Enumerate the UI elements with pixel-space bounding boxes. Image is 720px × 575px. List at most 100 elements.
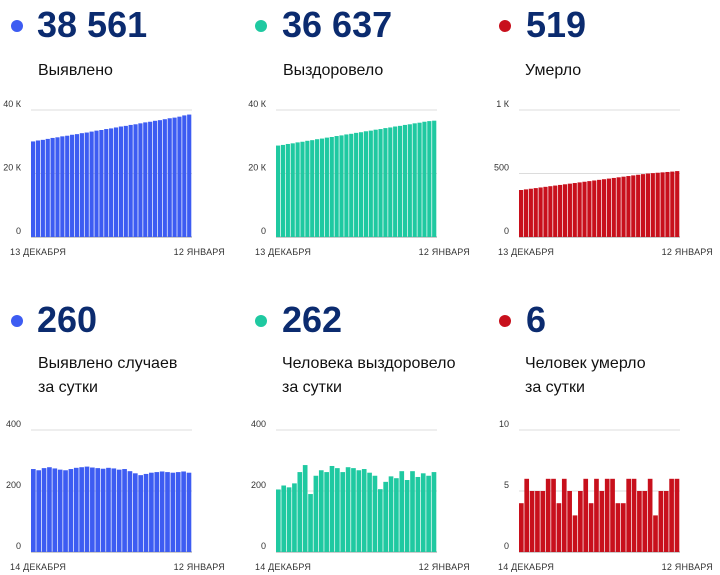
bar	[556, 503, 562, 552]
bar	[84, 132, 89, 237]
metric-label-line-2: за сутки	[525, 379, 585, 396]
bar	[519, 190, 524, 237]
bar	[551, 478, 556, 552]
total-value: 38 561	[37, 4, 148, 45]
bar	[402, 124, 408, 237]
bar	[90, 467, 95, 552]
bar-chart: 0 20 К 40 К 13 ДЕКАБРЯ 12 ЯНВАРЯ	[3, 99, 225, 257]
series-dot-icon	[499, 315, 511, 327]
bar	[583, 478, 589, 552]
bar	[616, 177, 621, 237]
bar	[113, 127, 119, 237]
x-start-label: 14 ДЕКАБРЯ	[498, 562, 554, 572]
daily-value: 262	[282, 299, 343, 340]
total-value: 36 637	[282, 4, 393, 45]
bar	[79, 467, 84, 552]
bar	[377, 489, 383, 552]
bar	[286, 487, 292, 552]
bar	[621, 176, 626, 237]
bar	[138, 123, 143, 237]
bar	[597, 179, 602, 237]
bar	[94, 130, 99, 237]
panel-daily-deaths: 6 Человек умерло за сутки 0 5 10 14 ДЕКАБРЯ…	[488, 295, 718, 575]
bar-chart: 0 20 К 40 К 13 ДЕКАБРЯ 12 ЯНВАРЯ	[248, 99, 470, 257]
bar	[388, 127, 393, 237]
bar	[319, 138, 325, 237]
bar	[358, 132, 364, 237]
bar	[292, 483, 297, 552]
metric-label-line-1: Человека выздоровело	[282, 355, 456, 372]
bar	[116, 469, 122, 552]
x-end-label: 12 ЯНВАРЯ	[662, 247, 713, 257]
bar	[642, 491, 648, 552]
bar	[313, 475, 319, 552]
bar	[187, 114, 192, 237]
bar	[626, 478, 631, 552]
bar	[361, 469, 367, 552]
panel-cumulative-recovered: 36 637 Выздоровело 0 20 К 40 К 13 ДЕКАБРЯ 12…	[245, 0, 475, 270]
bar	[604, 478, 610, 552]
bar	[157, 120, 163, 237]
bar	[404, 480, 410, 552]
y-tick-label: 400	[6, 419, 21, 429]
bar-chart: 0 200 400 14 ДЕКАБРЯ 12 ЯНВАРЯ	[6, 419, 225, 572]
y-tick-label: 0	[16, 226, 21, 236]
bar	[276, 489, 281, 552]
bar	[162, 119, 167, 237]
bar	[133, 124, 138, 237]
panel-daily-cases: 260 Выявлено случаев за сутки 0 200 400 14 …	[0, 295, 230, 575]
bar	[367, 472, 372, 552]
bar	[349, 133, 354, 237]
series-dot-icon	[499, 20, 511, 32]
panel-cumulative-deaths: 519 Умерло 0 500 1 К 13 ДЕКАБРЯ 12 ЯНВАРЯ	[488, 0, 718, 270]
bar	[606, 178, 611, 237]
bar	[70, 134, 75, 237]
bar	[122, 469, 127, 552]
bar	[383, 481, 388, 552]
bar	[529, 491, 535, 552]
bar	[35, 140, 41, 237]
bar	[397, 125, 403, 237]
y-tick-label: 1 К	[496, 99, 510, 109]
bar	[383, 128, 388, 237]
bar	[281, 485, 287, 552]
y-tick-label: 500	[494, 163, 509, 173]
bar	[57, 469, 63, 552]
bar	[308, 494, 313, 552]
bar	[582, 181, 587, 237]
bar	[543, 186, 548, 237]
bar	[106, 467, 111, 552]
bar	[50, 137, 55, 237]
bar	[47, 467, 52, 552]
x-end-label: 12 ЯНВАРЯ	[419, 247, 470, 257]
bar	[670, 171, 675, 237]
bar	[344, 134, 349, 237]
bar	[561, 478, 567, 552]
bar	[412, 123, 417, 237]
panel-cumulative-cases: 38 561 Выявлено 0 20 К 40 К 13 ДЕКАБРЯ 12 ЯН…	[0, 0, 230, 270]
bar	[276, 145, 281, 237]
bar	[399, 471, 405, 552]
bar	[123, 125, 128, 237]
bar	[84, 466, 90, 552]
bar	[647, 478, 653, 552]
metric-label: Выявлено	[38, 62, 113, 79]
x-start-label: 14 ДЕКАБРЯ	[255, 562, 311, 572]
bar	[426, 475, 431, 552]
bar	[669, 478, 674, 552]
bar	[410, 471, 415, 552]
bar	[558, 184, 563, 237]
series-dot-icon	[255, 315, 267, 327]
bar	[310, 140, 315, 237]
bar	[538, 187, 543, 237]
bar	[351, 468, 356, 552]
y-tick-label: 200	[6, 480, 21, 490]
bar	[620, 503, 626, 552]
bar	[132, 473, 138, 552]
bar	[567, 491, 572, 552]
bar	[640, 174, 646, 237]
bar	[297, 472, 303, 552]
bar-chart: 0 5 10 14 ДЕКАБРЯ 12 ЯНВАРЯ	[498, 419, 713, 572]
bar	[519, 503, 524, 552]
x-start-label: 13 ДЕКАБРЯ	[255, 247, 311, 257]
